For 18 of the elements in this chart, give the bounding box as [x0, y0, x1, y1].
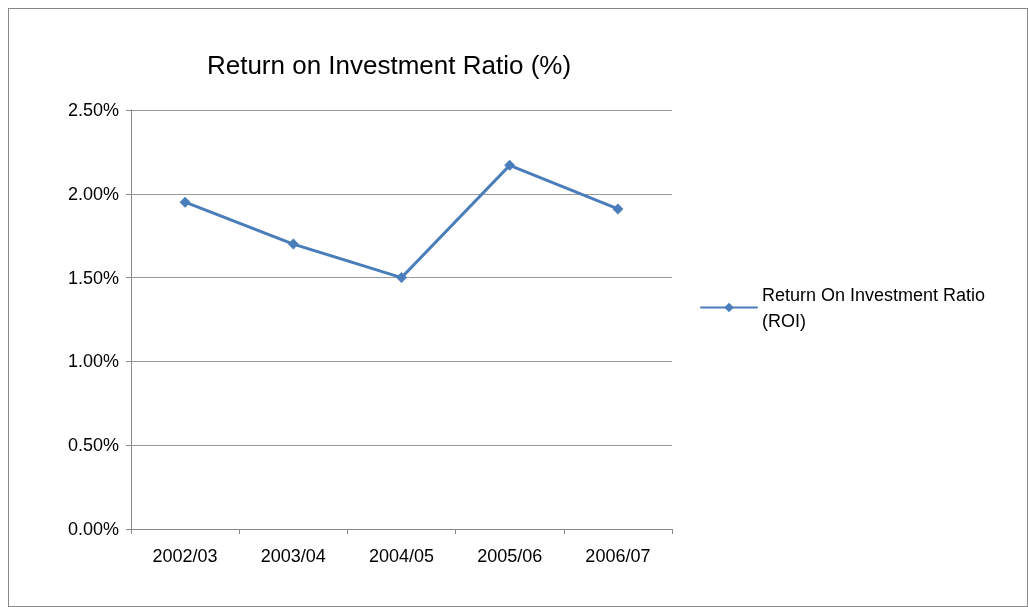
y-tick-label: 2.00% — [67, 183, 119, 204]
point — [396, 272, 407, 284]
point — [612, 203, 624, 215]
y-tick-label: 2.50% — [67, 100, 119, 120]
y-tick-label: 1.00% — [67, 351, 119, 372]
x-tick-label: 2002/03 — [152, 546, 218, 566]
x-tick-label: 2003/04 — [260, 546, 326, 566]
y-tick-label: 0.00% — [67, 519, 119, 539]
point — [504, 159, 516, 171]
x-tick-label: 2004/05 — [368, 546, 435, 566]
point — [287, 238, 299, 250]
legend-label: Return On Investment Ratio (ROI) — [762, 284, 991, 331]
x-tick-label: 2005/06 — [477, 546, 543, 566]
y-tick-label: 0.50% — [67, 435, 119, 456]
chart-title: Return on Investment Ratio (%) — [206, 50, 572, 80]
point — [179, 196, 191, 208]
y-tick-label: 1.50% — [67, 267, 119, 288]
x-tick-label: 2006/07 — [585, 546, 651, 566]
